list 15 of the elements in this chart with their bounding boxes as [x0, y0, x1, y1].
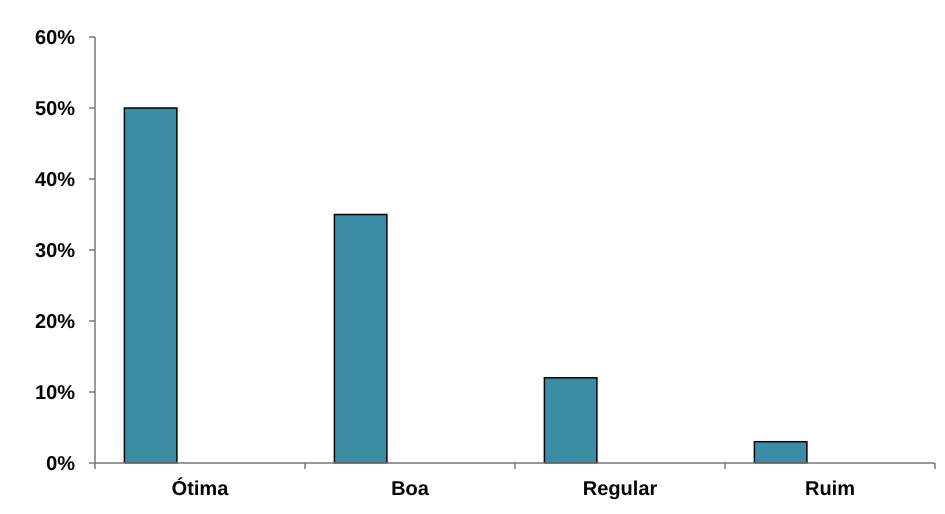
x-tick-label: Ruim	[805, 478, 855, 500]
bar	[544, 377, 598, 464]
x-tick-label: Boa	[391, 478, 430, 500]
bar	[754, 440, 808, 464]
y-tick-label: 0%	[46, 453, 76, 475]
y-tick-label: 20%	[34, 311, 76, 333]
x-tick-label: Ótima	[172, 477, 230, 500]
x-tick-label: Regular	[582, 478, 658, 500]
y-tick-label: 10%	[34, 382, 76, 404]
y-tick-label: 30%	[34, 240, 76, 262]
y-tick-label: 50%	[34, 98, 76, 120]
y-tick-label: 60%	[34, 27, 76, 49]
bar	[334, 214, 388, 464]
bar	[124, 107, 178, 464]
y-tick-label: 40%	[34, 169, 76, 191]
